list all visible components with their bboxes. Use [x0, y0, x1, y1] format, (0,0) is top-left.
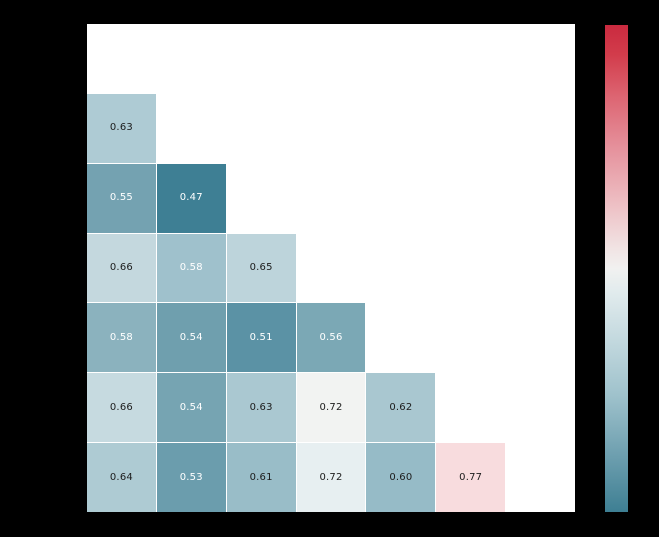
heatmap-cell: 0.60: [366, 443, 436, 512]
heatmap-cell: 0.51: [226, 303, 296, 373]
heatmap-cell: 0.63: [226, 373, 296, 443]
heatmap-cell: 0.66: [87, 233, 156, 303]
heatmap-cell: 0.77: [436, 443, 506, 512]
heatmap-cell: 0.63: [87, 93, 156, 163]
heatmap-cell: 0.53: [156, 443, 226, 512]
heatmap-cell: 0.56: [296, 303, 366, 373]
heatmap-cell: 0.64: [87, 443, 156, 512]
heatmap-grid: 0.63 0.55 0.47 0.66 0.58 0.65 0.58 0.54 0.51 0.56…: [87, 24, 575, 512]
heatmap-cell: 0.54: [156, 373, 226, 443]
heatmap-cell: 0.58: [156, 233, 226, 303]
heatmap-cell: 0.61: [226, 443, 296, 512]
heatmap-cell: 0.55: [87, 163, 156, 233]
heatmap-cell: 0.72: [296, 443, 366, 512]
heatmap-cell: 0.58: [87, 303, 156, 373]
heatmap-cell: 0.62: [366, 373, 436, 443]
heatmap-cell: 0.65: [226, 233, 296, 303]
heatmap-axes: 0.63 0.55 0.47 0.66 0.58 0.65 0.58 0.54 0.51 0.56…: [87, 24, 575, 512]
heatmap-cell: 0.72: [296, 373, 366, 443]
colorbar: [605, 25, 628, 512]
heatmap-cell: 0.47: [156, 163, 226, 233]
heatmap-cell: 0.66: [87, 373, 156, 443]
heatmap-cell: 0.54: [156, 303, 226, 373]
